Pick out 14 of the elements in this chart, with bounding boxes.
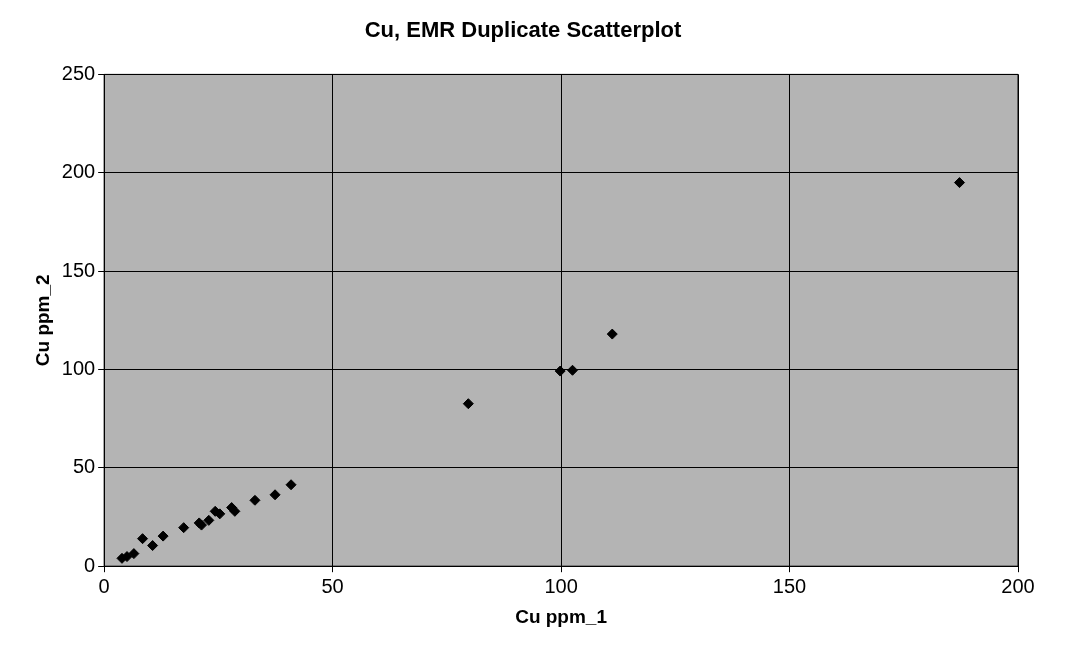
y-tick-label: 0 [84, 553, 96, 576]
y-tick-label: 150 [61, 258, 96, 281]
x-tick-label: 100 [544, 574, 578, 597]
chart-title: Cu, EMR Duplicate Scatterplot [364, 17, 682, 43]
y-tick-label: 250 [61, 61, 96, 84]
x-tick-label: 150 [772, 574, 807, 597]
x-tick-label: 200 [1001, 574, 1035, 597]
y-tick-label: 100 [61, 357, 96, 379]
x-tick-label: 0 [98, 574, 110, 597]
x-tick-label: 50 [321, 574, 344, 597]
y-axis-title: Cu ppm_2 [31, 274, 53, 367]
x-axis-title: Cu ppm_1 [515, 605, 608, 627]
y-tick-label: 200 [61, 160, 96, 183]
y-tick-label: 50 [72, 455, 96, 478]
